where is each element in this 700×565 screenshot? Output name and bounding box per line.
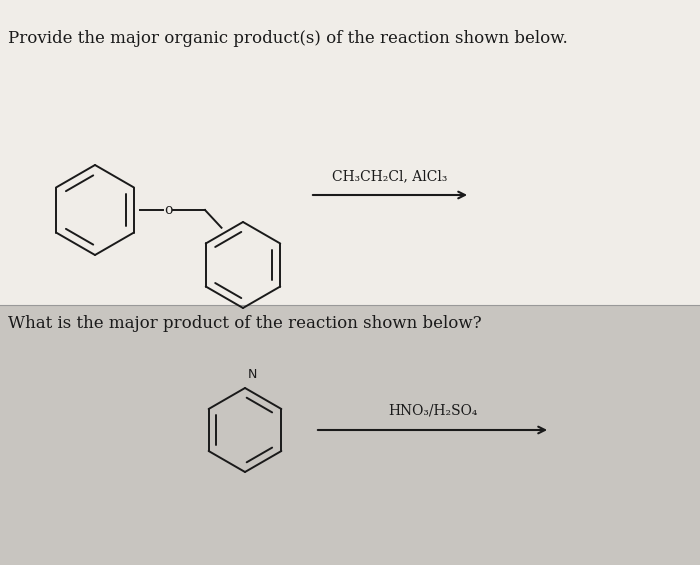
Text: o: o — [164, 203, 172, 217]
Text: CH₃CH₂Cl, AlCl₃: CH₃CH₂Cl, AlCl₃ — [332, 169, 448, 183]
Text: N: N — [248, 368, 258, 381]
Text: What is the major product of the reaction shown below?: What is the major product of the reactio… — [8, 315, 482, 332]
Text: HNO₃/H₂SO₄: HNO₃/H₂SO₄ — [388, 404, 477, 418]
Text: Provide the major organic product(s) of the reaction shown below.: Provide the major organic product(s) of … — [8, 30, 568, 47]
Bar — [0, 305, 700, 565]
Bar — [0, 0, 700, 305]
